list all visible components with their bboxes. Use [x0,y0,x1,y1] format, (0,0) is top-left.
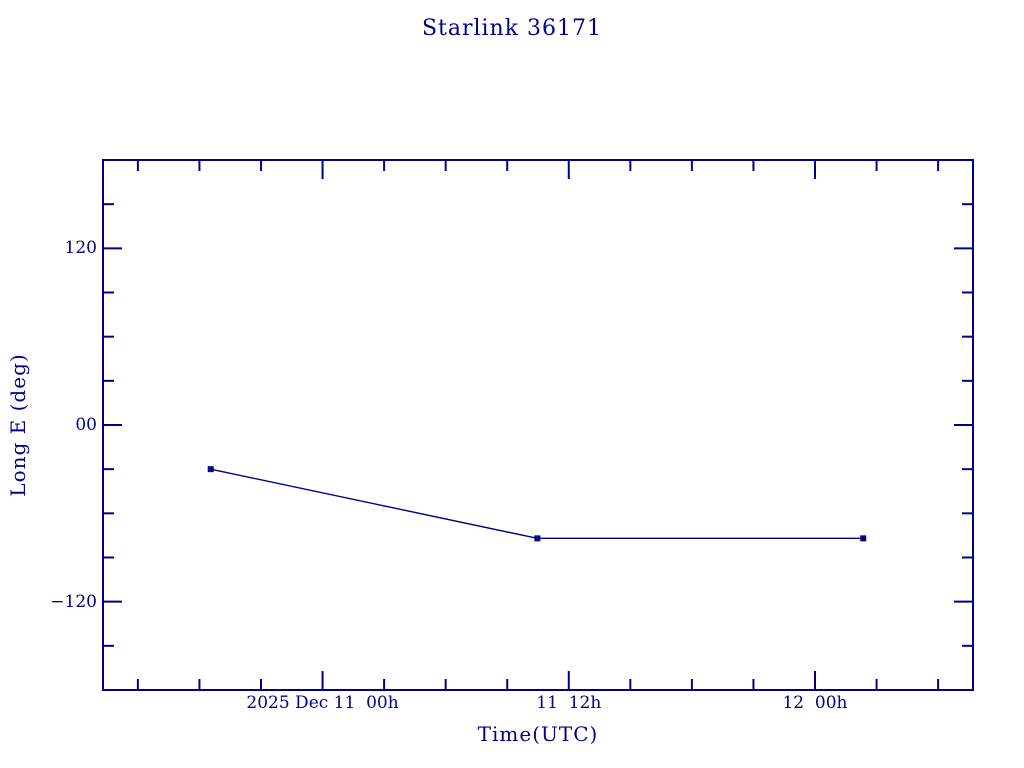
y-tick-label: −120 [50,591,97,612]
y-tick-label: 120 [64,238,97,259]
data-point-marker [207,466,214,473]
data-point-marker [534,535,541,542]
x-tick-label: 11 12h [536,693,602,713]
x-tick-label: 2025 Dec 11 00h [246,693,399,713]
chart-title: Starlink 36171 [421,16,603,41]
plot-frame [102,159,974,691]
series-line [210,468,864,540]
x-tick-label: 12 00h [782,693,848,713]
x-axis-label: Time(UTC) [477,722,599,746]
y-tick-label: 00 [75,415,97,435]
data-point-marker [860,535,867,542]
